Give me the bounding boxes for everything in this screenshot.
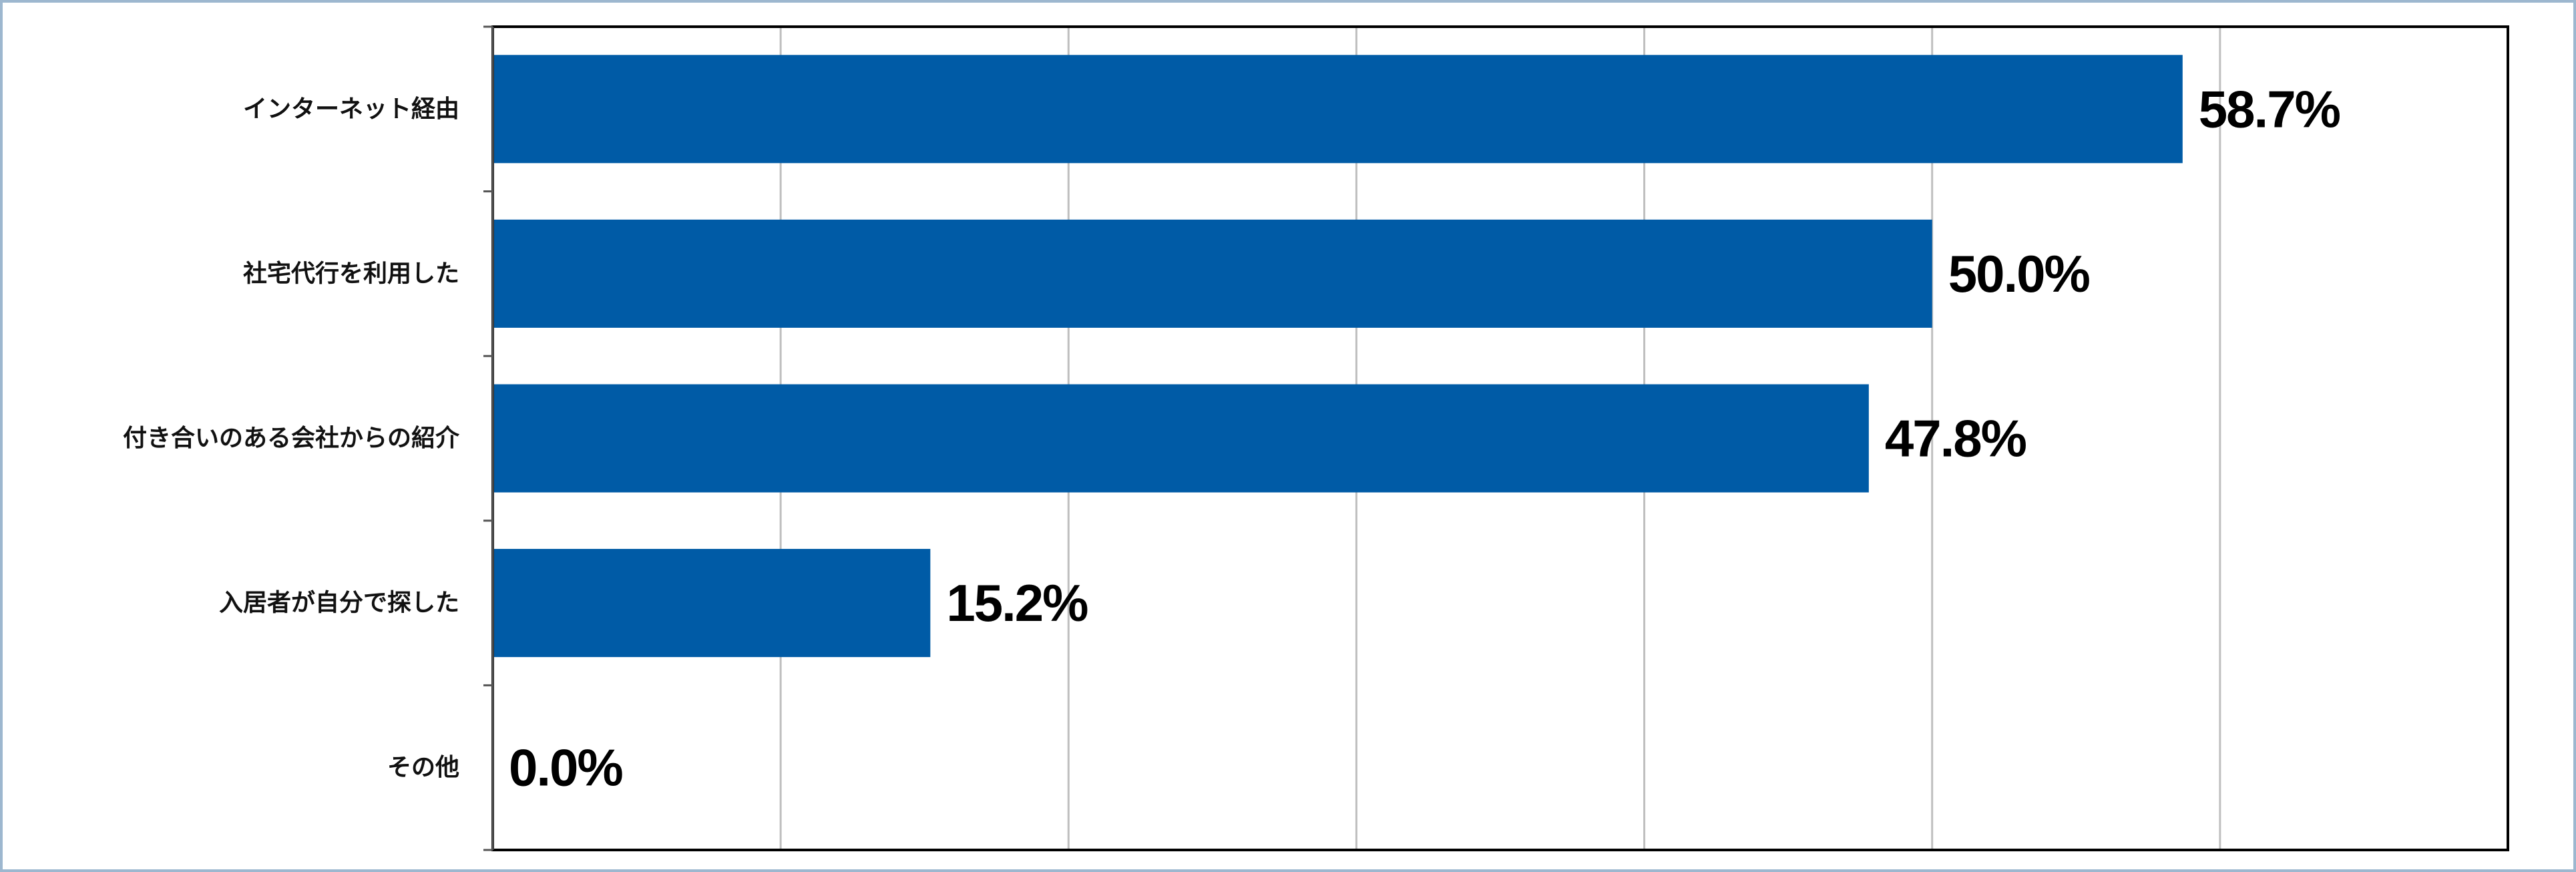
gridlines: [779, 27, 2221, 850]
bars: [493, 55, 2183, 658]
category-label: インターネット経由: [243, 95, 459, 123]
category-label: 付き合いのある会社からの紹介: [123, 425, 460, 452]
bar-3: [493, 384, 1869, 493]
bar-1: [493, 55, 2183, 164]
value-label: 58.7%: [2199, 79, 2340, 138]
value-label: 15.2%: [946, 574, 1088, 632]
category-labels: インターネット経由社宅代行を利用した付き合いのある会社からの紹介入居者が自分で探…: [123, 95, 460, 781]
value-label: 0.0%: [509, 738, 622, 797]
bar-4: [493, 549, 931, 658]
value-label: 50.0%: [1948, 244, 2090, 303]
category-label: 入居者が自分で探した: [219, 590, 459, 617]
value-labels: 58.7% 50.0% 47.8% 15.2% 0.0%: [509, 79, 2342, 797]
y-axis-ticks: [483, 25, 493, 851]
bar-2: [493, 219, 1932, 328]
value-label: 47.8%: [1885, 409, 2026, 468]
category-label: その他: [387, 754, 459, 781]
category-label: 社宅代行を利用した: [243, 259, 459, 287]
